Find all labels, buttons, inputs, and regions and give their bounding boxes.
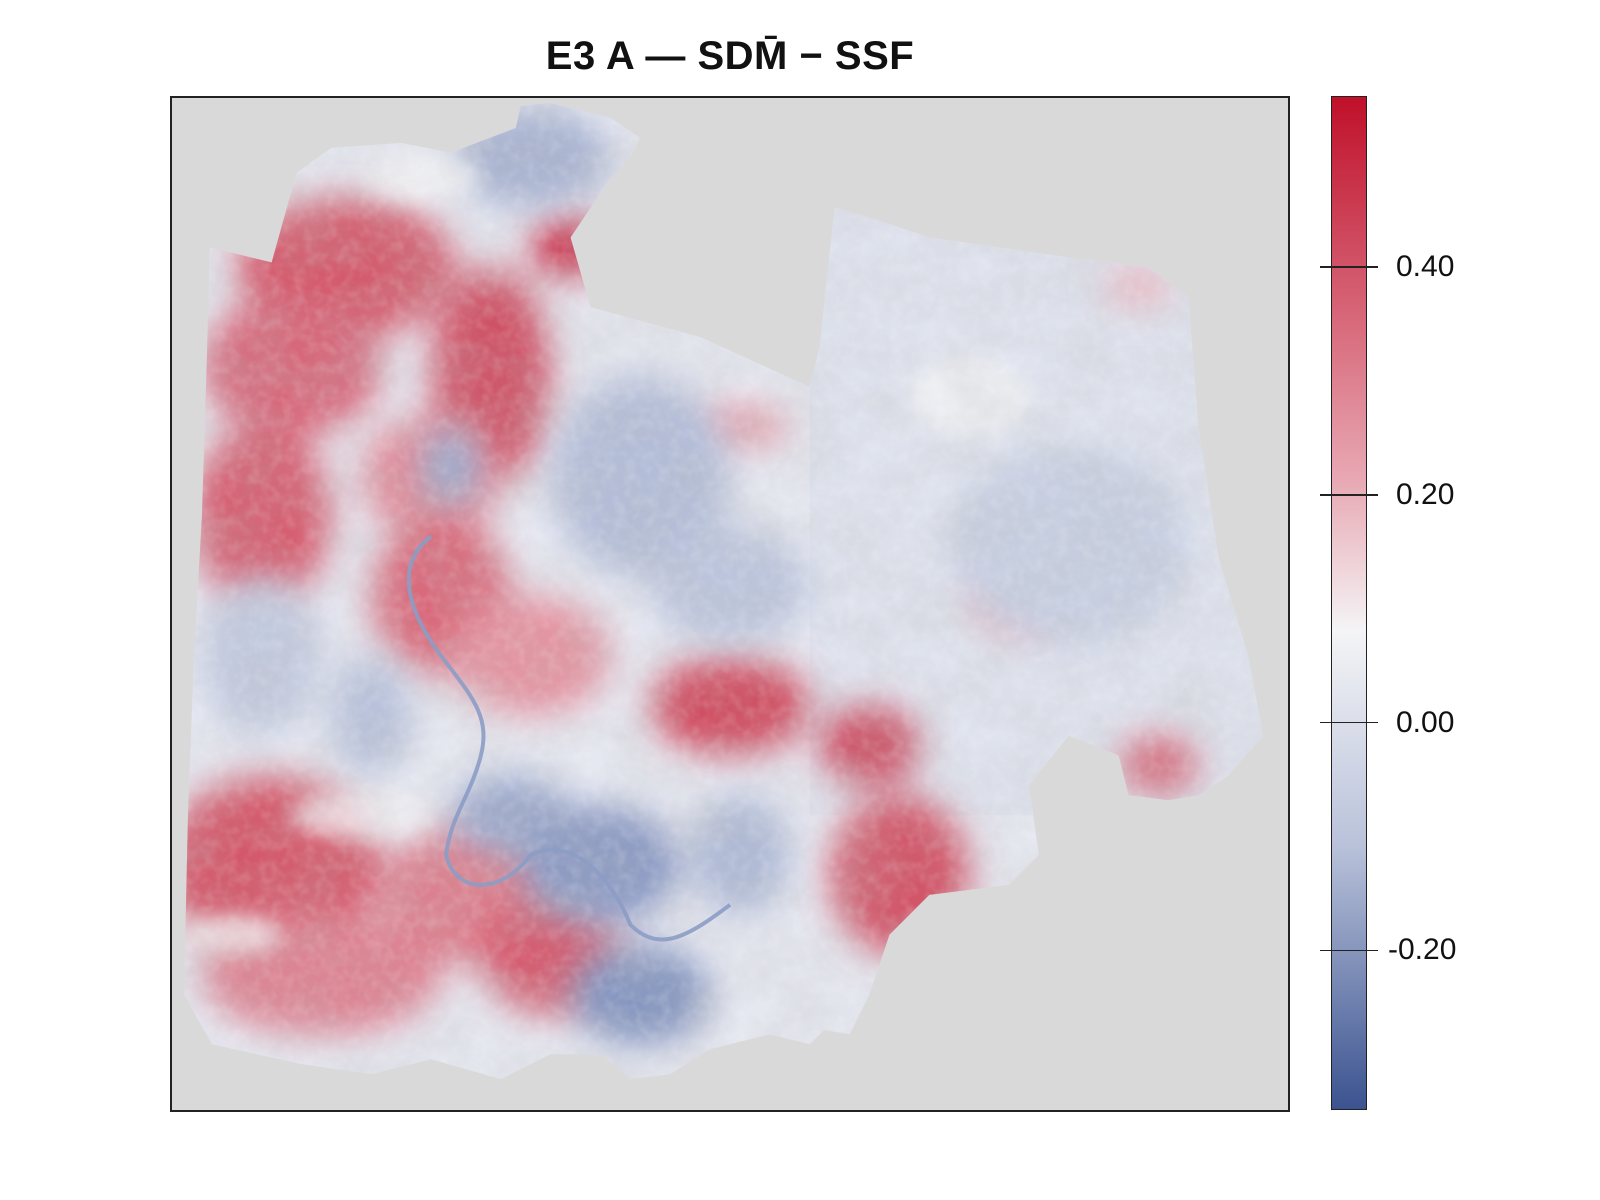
legend-tick-label: 0.00	[1396, 705, 1455, 739]
legend-tick-label: -0.20	[1388, 933, 1457, 967]
legend-tick-label: 0.40	[1396, 249, 1455, 283]
fine-texture	[183, 102, 1264, 1080]
legend-tick-mark	[1320, 721, 1378, 724]
legend-tick-mark	[1320, 949, 1378, 952]
raster-map	[183, 102, 1264, 1080]
study-area	[183, 102, 1264, 1080]
map-panel	[170, 96, 1290, 1112]
legend-tick-label: 0.20	[1396, 477, 1455, 511]
color-legend-bar	[1331, 96, 1367, 1110]
map-title: E3 A — SDM̄ − SSF	[545, 34, 915, 78]
legend-tick-mark	[1320, 266, 1378, 268]
river-line	[406, 534, 732, 942]
legend-tick-mark	[1320, 494, 1378, 496]
